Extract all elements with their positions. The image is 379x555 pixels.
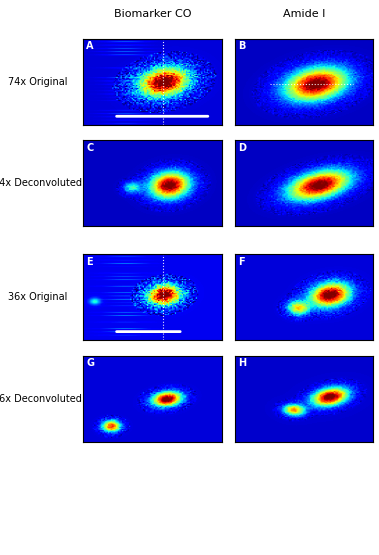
Text: G: G — [86, 359, 94, 369]
Text: 36x Deconvoluted: 36x Deconvoluted — [0, 393, 82, 404]
Text: Biomarker CO: Biomarker CO — [114, 9, 191, 19]
Text: B: B — [238, 42, 245, 52]
Text: F: F — [238, 257, 244, 267]
Text: 36x Original: 36x Original — [8, 292, 67, 302]
Text: A: A — [86, 42, 94, 52]
Text: D: D — [238, 143, 246, 153]
Text: H: H — [238, 359, 246, 369]
Text: 74x Deconvoluted: 74x Deconvoluted — [0, 178, 82, 189]
Text: E: E — [86, 257, 93, 267]
Text: Amide I: Amide I — [283, 9, 325, 19]
Text: C: C — [86, 143, 93, 153]
Text: 74x Original: 74x Original — [8, 77, 67, 87]
